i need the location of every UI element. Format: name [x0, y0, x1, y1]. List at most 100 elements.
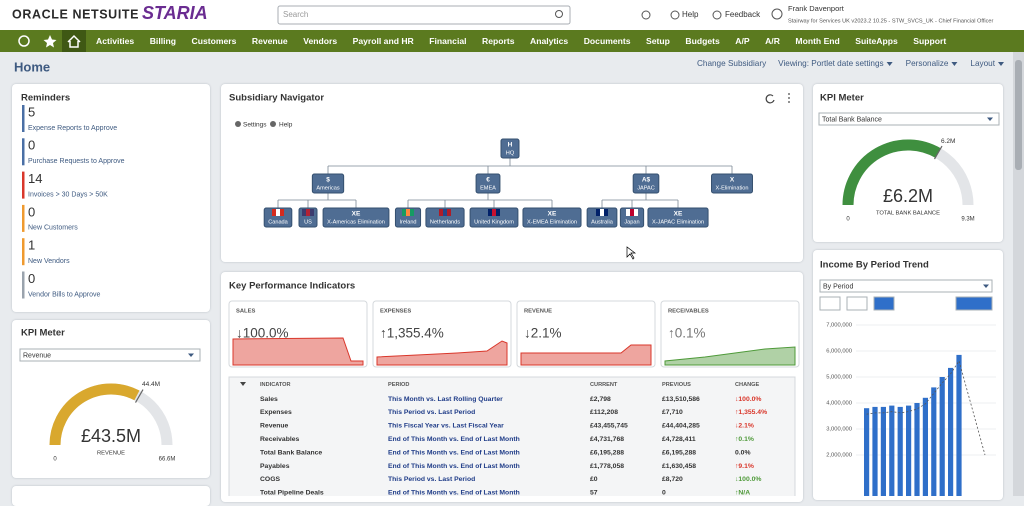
node-label[interactable]: EMEA	[480, 185, 496, 191]
node-label[interactable]: Australia	[591, 219, 614, 225]
node-label[interactable]: Japan	[624, 219, 639, 225]
node-box[interactable]	[632, 173, 660, 194]
refresh-icon[interactable]	[765, 94, 775, 104]
collapse-caret[interactable]	[240, 382, 246, 386]
node-label[interactable]: X-EMEA Elimination	[527, 219, 577, 225]
table-cell[interactable]: End of This Month vs. End of Last Month	[388, 436, 520, 443]
nav-item[interactable]: Customers	[191, 36, 236, 46]
node-label[interactable]: US	[304, 219, 312, 225]
home-tab[interactable]	[62, 30, 86, 52]
table-cell[interactable]: This Period vs. Last Period	[388, 476, 475, 483]
nav-item[interactable]: A/R	[765, 36, 781, 46]
node-box[interactable]	[475, 173, 501, 194]
kpi-tile[interactable]	[228, 300, 368, 368]
recent-icon[interactable]	[641, 10, 651, 20]
node-box[interactable]	[394, 207, 422, 228]
nav-item[interactable]: Documents	[584, 36, 631, 46]
nav-item[interactable]: Financial	[429, 36, 466, 46]
bar[interactable]	[864, 408, 870, 496]
node-box[interactable]	[647, 207, 709, 228]
node-label[interactable]: Ireland	[399, 219, 416, 225]
reminder-label[interactable]: Vendor Bills to Approve	[28, 291, 100, 298]
nav-icon[interactable]	[18, 35, 30, 47]
node-label[interactable]: United Kingdom	[474, 219, 514, 225]
node-box[interactable]	[522, 207, 582, 228]
node-box[interactable]	[500, 138, 520, 159]
node-label[interactable]: Netherlands	[430, 219, 460, 225]
dropdown[interactable]	[818, 112, 1000, 126]
nav-item[interactable]: Month End	[795, 36, 839, 46]
nav-item[interactable]: SuiteApps	[855, 36, 898, 46]
feedback-link[interactable]: Feedback	[725, 10, 761, 19]
chart-type-button[interactable]	[955, 296, 993, 311]
kpi-tile[interactable]	[660, 300, 800, 368]
reminder-label[interactable]: Invoices > 30 Days > 50K	[28, 191, 108, 198]
page-action[interactable]: Viewing: Portlet date settings	[778, 59, 883, 68]
chart-type-button[interactable]	[819, 296, 841, 311]
reminder-label[interactable]: New Customers	[28, 225, 78, 232]
dropdown[interactable]	[819, 279, 993, 293]
table-cell[interactable]: This Fiscal Year vs. Last Fiscal Year	[388, 423, 504, 430]
node-label[interactable]: X-Elimination	[716, 185, 749, 191]
search-box[interactable]	[277, 5, 571, 25]
page-action[interactable]: Layout	[970, 59, 995, 68]
menu-dot[interactable]	[788, 97, 790, 99]
table-cell[interactable]: This Month vs. Last Rolling Quarter	[388, 396, 503, 403]
bar[interactable]	[956, 354, 962, 496]
nav-home[interactable]	[67, 34, 81, 48]
node-label[interactable]: Canada	[268, 219, 288, 225]
bar[interactable]	[948, 367, 954, 496]
page-action[interactable]: Personalize	[906, 59, 949, 68]
node-label[interactable]: X-JAPAC Elimination	[652, 219, 704, 225]
nav-item[interactable]: Setup	[646, 36, 670, 46]
page-action[interactable]: Change Subsidiary	[697, 59, 767, 68]
node-label[interactable]: Americas	[316, 185, 340, 191]
nav-item[interactable]: Payroll and HR	[353, 36, 415, 46]
menu-dot[interactable]	[788, 93, 790, 95]
chart-type-button[interactable]	[873, 296, 895, 311]
bar[interactable]	[897, 406, 903, 496]
node-label[interactable]: X-Americas Elimination	[327, 219, 385, 225]
node-box[interactable]	[263, 207, 293, 228]
node-box[interactable]	[311, 173, 345, 194]
table-cell[interactable]: End of This Month vs. End of Last Month	[388, 463, 520, 470]
node-label[interactable]: HQ	[506, 150, 515, 156]
nav-item[interactable]: Support	[913, 36, 946, 46]
node-box[interactable]	[425, 207, 465, 228]
nav-item[interactable]: Reports	[482, 36, 515, 46]
bar[interactable]	[914, 403, 920, 496]
reminder-label[interactable]: Purchase Requests to Approve	[28, 158, 125, 165]
bar[interactable]	[939, 377, 945, 496]
nav-item[interactable]: Revenue	[252, 36, 288, 46]
settings-link[interactable]: Settings	[243, 122, 267, 129]
nav-item[interactable]: Activities	[96, 36, 134, 46]
chart-type-button[interactable]	[846, 296, 868, 311]
menu-dot[interactable]	[788, 101, 790, 103]
reminder-label[interactable]: Expense Reports to Approve	[28, 125, 117, 132]
node-box[interactable]	[322, 207, 390, 228]
help-link[interactable]: Help	[279, 122, 293, 129]
nav-item[interactable]: Billing	[150, 36, 176, 46]
kpi-tile[interactable]	[372, 300, 512, 368]
bar[interactable]	[922, 397, 928, 496]
reminder-label[interactable]: New Vendors	[28, 258, 70, 265]
nav-item[interactable]: Vendors	[303, 36, 337, 46]
node-label[interactable]: JAPAC	[637, 185, 655, 191]
bar[interactable]	[872, 406, 878, 496]
help-link[interactable]: Help	[682, 10, 699, 19]
table-cell[interactable]: End of This Month vs. End of Last Month	[388, 490, 520, 496]
table-cell[interactable]: End of This Month vs. End of Last Month	[388, 449, 520, 456]
bar[interactable]	[889, 405, 895, 496]
node-box[interactable]	[711, 173, 753, 194]
kpi-tile[interactable]	[516, 300, 656, 368]
nav-item[interactable]: Budgets	[685, 36, 720, 46]
bar[interactable]	[931, 387, 937, 496]
nav-item[interactable]: A/P	[735, 36, 750, 46]
dropdown[interactable]	[19, 348, 201, 362]
nav-item[interactable]: Analytics	[530, 36, 568, 46]
bar[interactable]	[880, 406, 886, 496]
bar[interactable]	[906, 405, 912, 496]
table-cell[interactable]: This Period vs. Last Period	[388, 409, 475, 416]
node-box[interactable]	[469, 207, 519, 228]
scrollbar-thumb[interactable]	[1015, 60, 1022, 170]
